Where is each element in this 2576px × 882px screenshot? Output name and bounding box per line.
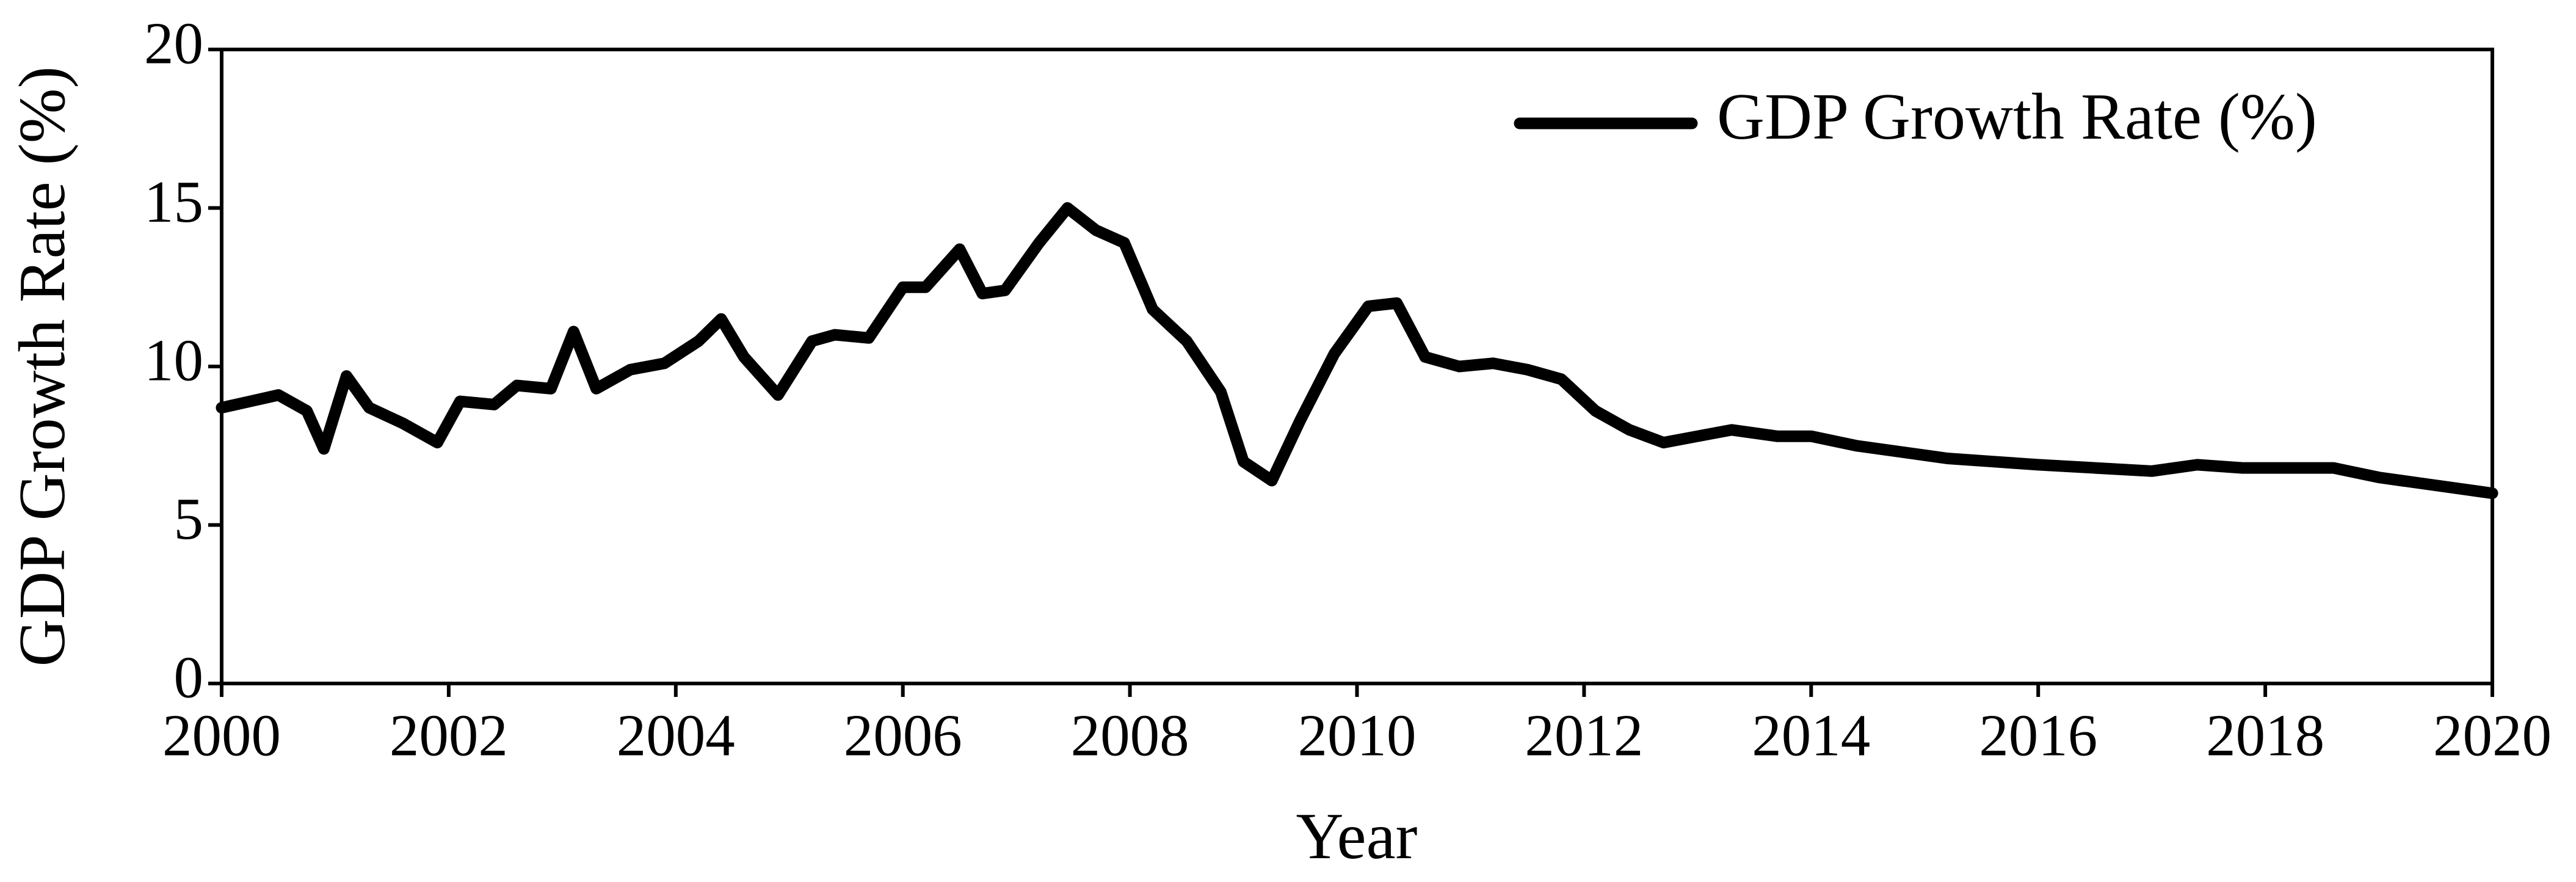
x-tick-label: 2010	[1298, 702, 1417, 768]
y-tick-label: 10	[144, 327, 203, 393]
x-axis-title: Year	[1296, 800, 1417, 873]
x-tick-label: 2016	[1979, 702, 2097, 768]
legend-label: GDP Growth Rate (%)	[1717, 81, 2317, 153]
x-tick-label: 2012	[1525, 702, 1643, 768]
plot-frame	[220, 48, 2494, 685]
y-tick-label: 15	[144, 169, 203, 235]
x-tick-label: 2004	[617, 702, 735, 768]
x-tick-label: 2002	[390, 702, 508, 768]
y-tick-label: 5	[174, 486, 204, 552]
x-tick-label: 2000	[162, 702, 281, 768]
x-tick-label: 2008	[1071, 702, 1189, 768]
x-tick-label: 2018	[2206, 702, 2324, 768]
x-tick-label: 2014	[1752, 702, 1870, 768]
x-tick-label: 2020	[2433, 702, 2552, 768]
y-axis-title: GDP Growth Rate (%)	[6, 67, 79, 667]
x-tick-label: 2006	[844, 702, 962, 768]
data-line	[216, 202, 2498, 500]
y-tick-label: 0	[174, 644, 204, 710]
y-tick-label: 20	[144, 10, 203, 76]
